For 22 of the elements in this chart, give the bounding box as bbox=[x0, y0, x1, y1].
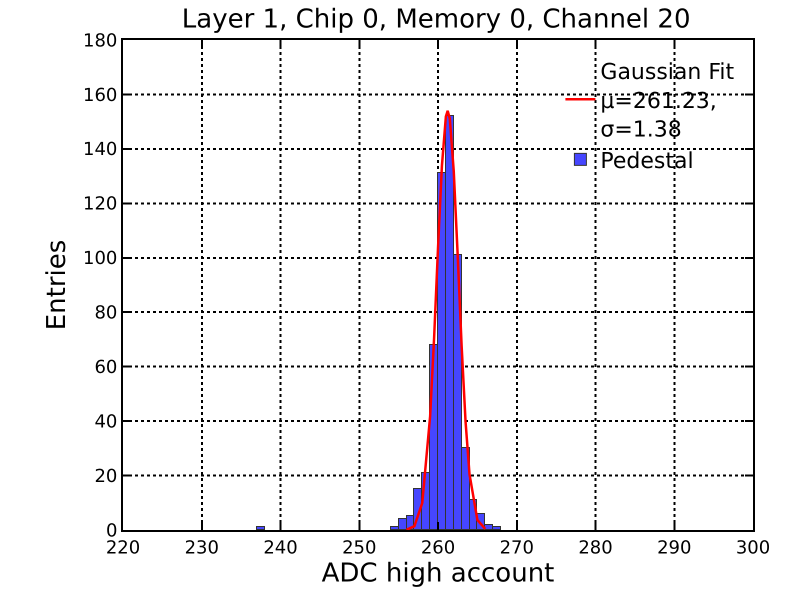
x-tick-label: 240 bbox=[263, 538, 298, 559]
y-tick-label: 100 bbox=[83, 248, 118, 270]
y-axis-title: Entries bbox=[42, 240, 72, 330]
x-tick-label: 250 bbox=[342, 538, 376, 559]
x-tick-label: 300 bbox=[736, 538, 770, 559]
y-tick-label: 180 bbox=[83, 30, 118, 52]
x-axis-title: ADC high account bbox=[322, 558, 554, 589]
x-tick-label: 290 bbox=[657, 538, 692, 559]
y-tick-label: 20 bbox=[94, 466, 118, 487]
x-tick-label: 270 bbox=[500, 538, 534, 559]
y-tick-label: 120 bbox=[83, 194, 118, 215]
legend-label: Pedestal bbox=[600, 148, 694, 174]
y-tick-label: 140 bbox=[83, 139, 118, 160]
y-tick-label: 80 bbox=[94, 302, 118, 324]
x-tick-label: 230 bbox=[184, 538, 219, 559]
y-tick-label: 60 bbox=[94, 356, 118, 378]
x-tick-label: 280 bbox=[578, 538, 613, 559]
y-tick-label: 40 bbox=[94, 411, 118, 432]
legend-label: Gaussian Fit μ=261.23, σ=1.38 bbox=[600, 60, 734, 142]
x-tick-label: 260 bbox=[420, 538, 456, 559]
y-tick-label: 160 bbox=[83, 84, 118, 106]
chart-title: Layer 1, Chip 0, Memory 0, Channel 20 bbox=[182, 4, 690, 34]
